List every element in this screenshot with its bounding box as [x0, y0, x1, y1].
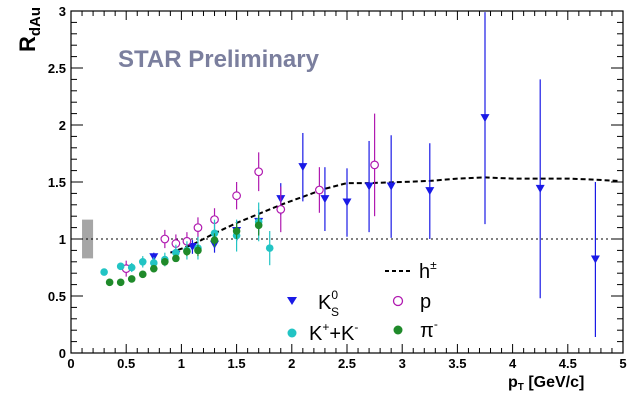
legend-entry-k0s: K0 S — [287, 288, 339, 319]
y-axis-title-sub: dAu — [27, 7, 44, 36]
y-tick-label: 1.5 — [48, 175, 66, 190]
k0s-point-12 — [425, 187, 435, 196]
pion-point-7 — [183, 247, 191, 256]
watermark-text: STAR Preliminary — [118, 46, 320, 73]
proton-point-8 — [276, 204, 286, 214]
series-pion — [105, 215, 263, 287]
kaon-point-4 — [150, 259, 158, 267]
pion-point-9 — [210, 236, 219, 244]
data-points-layer — [100, 12, 600, 338]
x-tick-label: 4.5 — [559, 356, 577, 371]
legend-k0s-main: K — [318, 292, 332, 314]
y-axis-title: RdAu — [15, 7, 44, 52]
y-tick-label: 2 — [59, 118, 66, 133]
pion-point-2 — [127, 275, 136, 283]
pion-point-4 — [150, 264, 158, 273]
k0s-point-15 — [590, 255, 600, 264]
y-tick-label: 0 — [59, 346, 66, 361]
k0s-point-9 — [342, 198, 352, 207]
kaon-point-6 — [172, 248, 180, 257]
proton-point-6 — [232, 191, 242, 201]
legend-kaon-sup2: - — [354, 320, 358, 334]
k0s-point-8 — [320, 195, 330, 204]
legend-hadron-sup: ± — [430, 258, 437, 272]
x-axis-title: pT [GeV/c] — [508, 374, 584, 393]
pion-point-1 — [116, 278, 125, 287]
kaon-point-12 — [265, 244, 274, 252]
kaon-point-2 — [127, 263, 136, 272]
x-tick-label: 3.5 — [448, 356, 466, 371]
k0s-point-13 — [480, 114, 490, 123]
legend-kaon-main: K — [309, 323, 323, 345]
x-tick-label: 2 — [288, 356, 295, 371]
legend-kaon-sup1: + — [322, 320, 329, 334]
legend-label-hadron: h± — [419, 258, 437, 283]
k0s-point-14 — [535, 184, 545, 193]
x-tick-label: 1 — [178, 356, 185, 371]
proton-point-7 — [254, 167, 264, 177]
legend: h± K0 S p K++K- π- — [287, 258, 438, 345]
series-proton — [121, 113, 380, 277]
proton-point-1 — [160, 234, 170, 244]
legend-pion-main: π — [420, 320, 434, 342]
kaon-point-0 — [100, 268, 108, 276]
y-tick-label: 3 — [59, 4, 66, 19]
proton-point-10 — [370, 160, 380, 170]
proton-point-4 — [193, 223, 203, 233]
pion-point-10 — [232, 227, 241, 235]
x-axis-title-main: p — [508, 374, 518, 391]
legend-kaon-marker — [287, 328, 297, 338]
pion-point-6 — [172, 254, 180, 263]
x-tick-label: 0.5 — [117, 356, 135, 371]
ticks-layer: 0 0.5 1 1.5 2 2.5 3 3.5 4 4.5 5 0 0.5 1 1.5 2 2.5 3 — [48, 4, 627, 371]
legend-k0s-sup: 0 — [331, 288, 338, 302]
x-axis-title-unit: [GeV/c] — [524, 374, 584, 391]
pion-point-0 — [105, 278, 114, 287]
pion-point-11 — [254, 221, 263, 230]
pion-point-3 — [138, 270, 147, 279]
y-tick-label: 1 — [59, 232, 66, 247]
x-tick-label: 4 — [509, 356, 517, 371]
y-tick-label: 2.5 — [48, 61, 66, 76]
kaon-point-1 — [116, 262, 125, 271]
x-axis-title-sub: T — [518, 382, 524, 393]
legend-k0s-sub: S — [331, 305, 339, 319]
legend-label-proton: p — [420, 291, 431, 313]
legend-hadron-main: h — [419, 261, 430, 283]
legend-entry-proton: p — [392, 291, 431, 313]
k0s-point-10 — [364, 182, 374, 191]
kaon-point-3 — [138, 258, 147, 266]
x-tick-label: 3 — [399, 356, 406, 371]
legend-kaon-mid: +K — [329, 323, 355, 345]
k0s-point-11 — [386, 182, 396, 191]
x-tick-label: 1.5 — [228, 356, 246, 371]
x-tick-label: 0 — [67, 356, 74, 371]
pion-point-8 — [194, 246, 202, 255]
hadron-curve — [170, 176, 618, 254]
pion-point-5 — [161, 258, 169, 266]
legend-k0s-marker — [287, 297, 297, 305]
y-axis-title-main: R — [15, 36, 40, 52]
hadron-curve-layer — [170, 176, 618, 254]
k0s-point-2 — [187, 242, 197, 251]
legend-label-k0s: K0 S — [318, 288, 339, 319]
legend-pion-marker — [393, 325, 403, 335]
x-tick-label: 5 — [619, 356, 626, 371]
legend-entry-kaon: K++K- — [287, 320, 358, 345]
x-tick-label: 2.5 — [338, 356, 356, 371]
proton-point-9 — [315, 185, 324, 195]
legend-label-pion: π- — [420, 317, 438, 342]
legend-entry-hadron: h± — [385, 258, 437, 283]
k0s-point-7 — [298, 163, 308, 172]
y-tick-label: 0.5 — [48, 289, 66, 304]
legend-proton-marker — [392, 295, 404, 307]
legend-pion-sup: - — [434, 317, 438, 331]
legend-label-kaon: K++K- — [309, 320, 358, 345]
legend-entry-pion: π- — [393, 317, 438, 342]
